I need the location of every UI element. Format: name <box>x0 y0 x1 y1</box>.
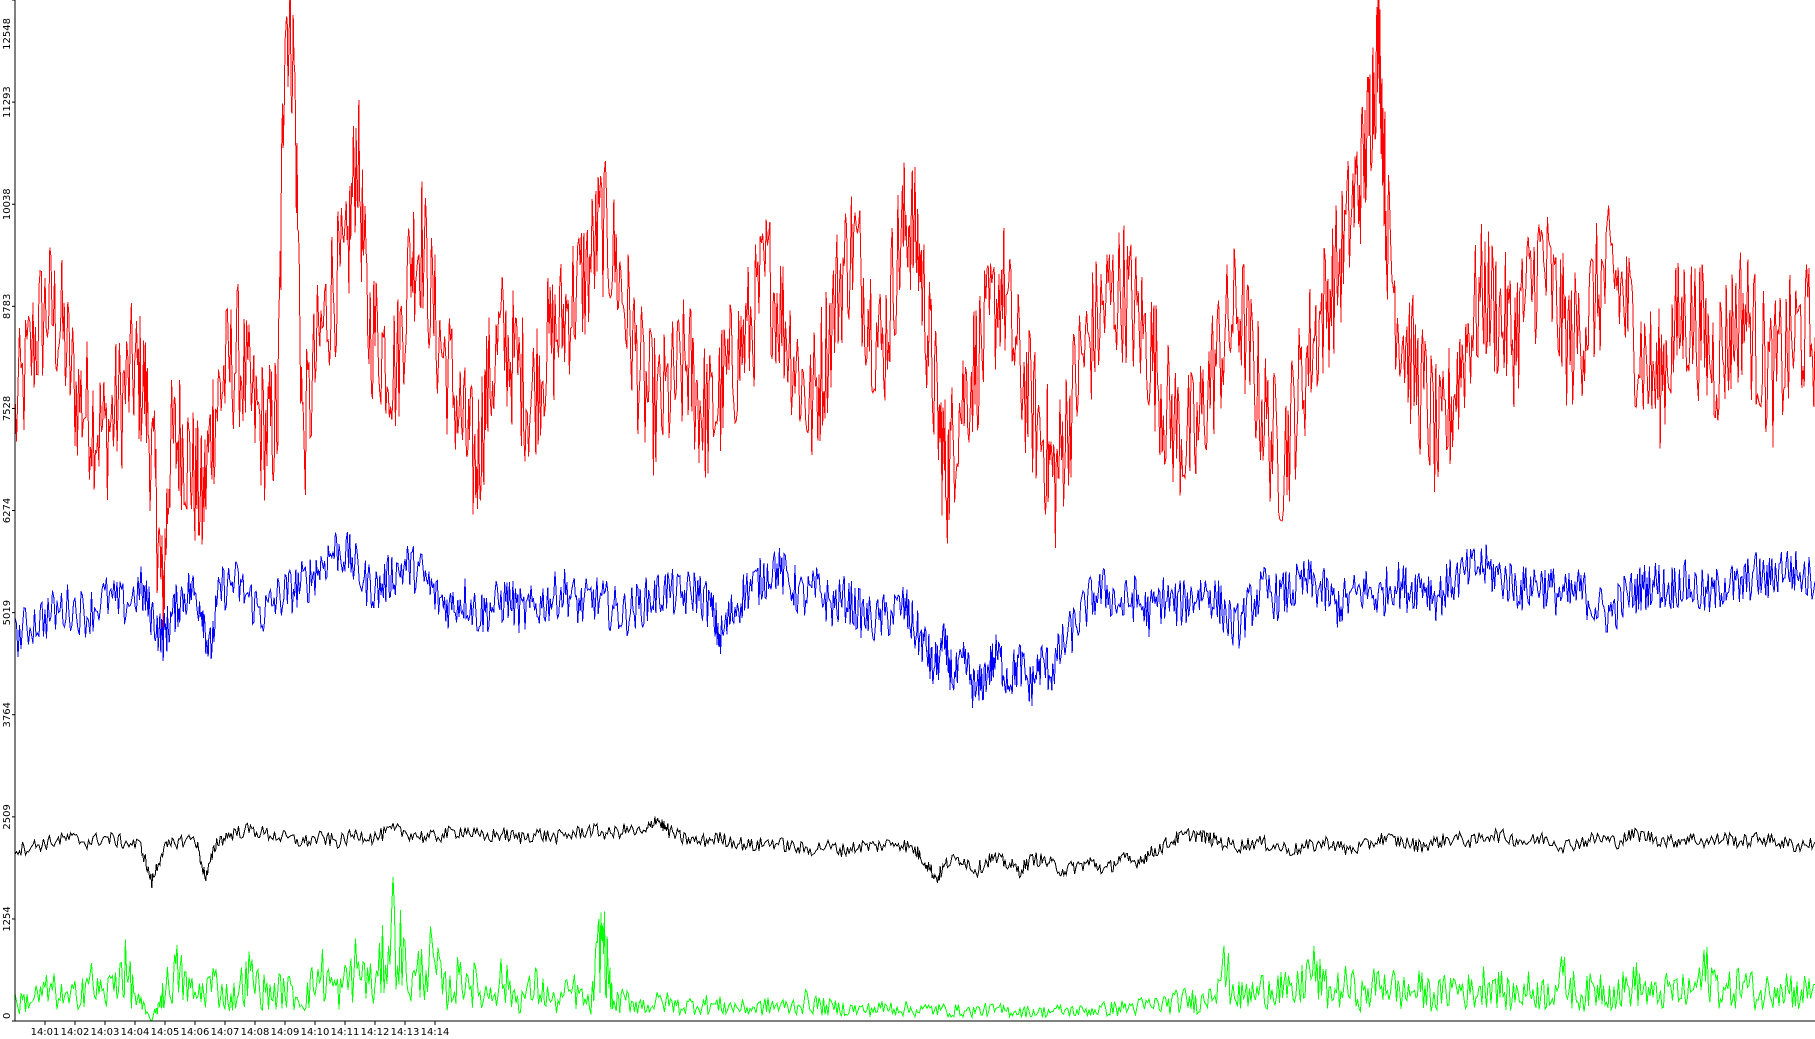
x-tick-label: 14:10 <box>301 1027 330 1038</box>
series-traces <box>14 0 1815 1022</box>
y-tick-label: 6274 <box>2 498 13 523</box>
y-axis-ticks: 0 1254 2509 3764 5019 6274 7528 8783 10038 11293 1… <box>2 0 15 1022</box>
series-line-4 <box>14 876 1815 1022</box>
x-tick-label: 14:06 <box>181 1027 210 1038</box>
y-tick-label: 10038 <box>2 188 13 220</box>
x-tick-label: 14:05 <box>151 1027 180 1038</box>
y-tick-label: 1254 <box>2 906 13 931</box>
y-tick-label: 11293 <box>2 86 13 118</box>
y-tick-label: 7528 <box>2 396 13 421</box>
x-tick-label: 14:14 <box>421 1027 450 1038</box>
y-tick-label: 8783 <box>2 294 13 319</box>
y-tick-label: 5019 <box>2 600 13 625</box>
x-tick-label: 14:09 <box>271 1027 300 1038</box>
x-tick-label: 14:11 <box>331 1027 360 1038</box>
series-line-1 <box>14 0 1815 648</box>
x-tick-label: 14:08 <box>241 1027 270 1038</box>
x-tick-label: 14:01 <box>31 1027 60 1038</box>
series-line-2 <box>14 532 1815 708</box>
x-axis-ticks: 14:01 14:02 14:03 14:04 14:05 14:06 14:07 14:08… <box>31 1021 450 1038</box>
y-tick-label: 12548 <box>2 18 13 50</box>
x-tick-label: 14:03 <box>91 1027 120 1038</box>
x-tick-label: 14:02 <box>61 1027 90 1038</box>
series-line-3 <box>14 816 1815 889</box>
x-tick-label: 14:12 <box>361 1027 390 1038</box>
x-tick-label: 14:13 <box>391 1027 420 1038</box>
x-tick-label: 14:07 <box>211 1027 240 1038</box>
x-tick-label: 14:04 <box>121 1027 150 1038</box>
y-tick-label: 3764 <box>2 702 13 727</box>
y-tick-label: 0 <box>2 1013 13 1019</box>
y-tick-label: 2509 <box>2 804 13 829</box>
